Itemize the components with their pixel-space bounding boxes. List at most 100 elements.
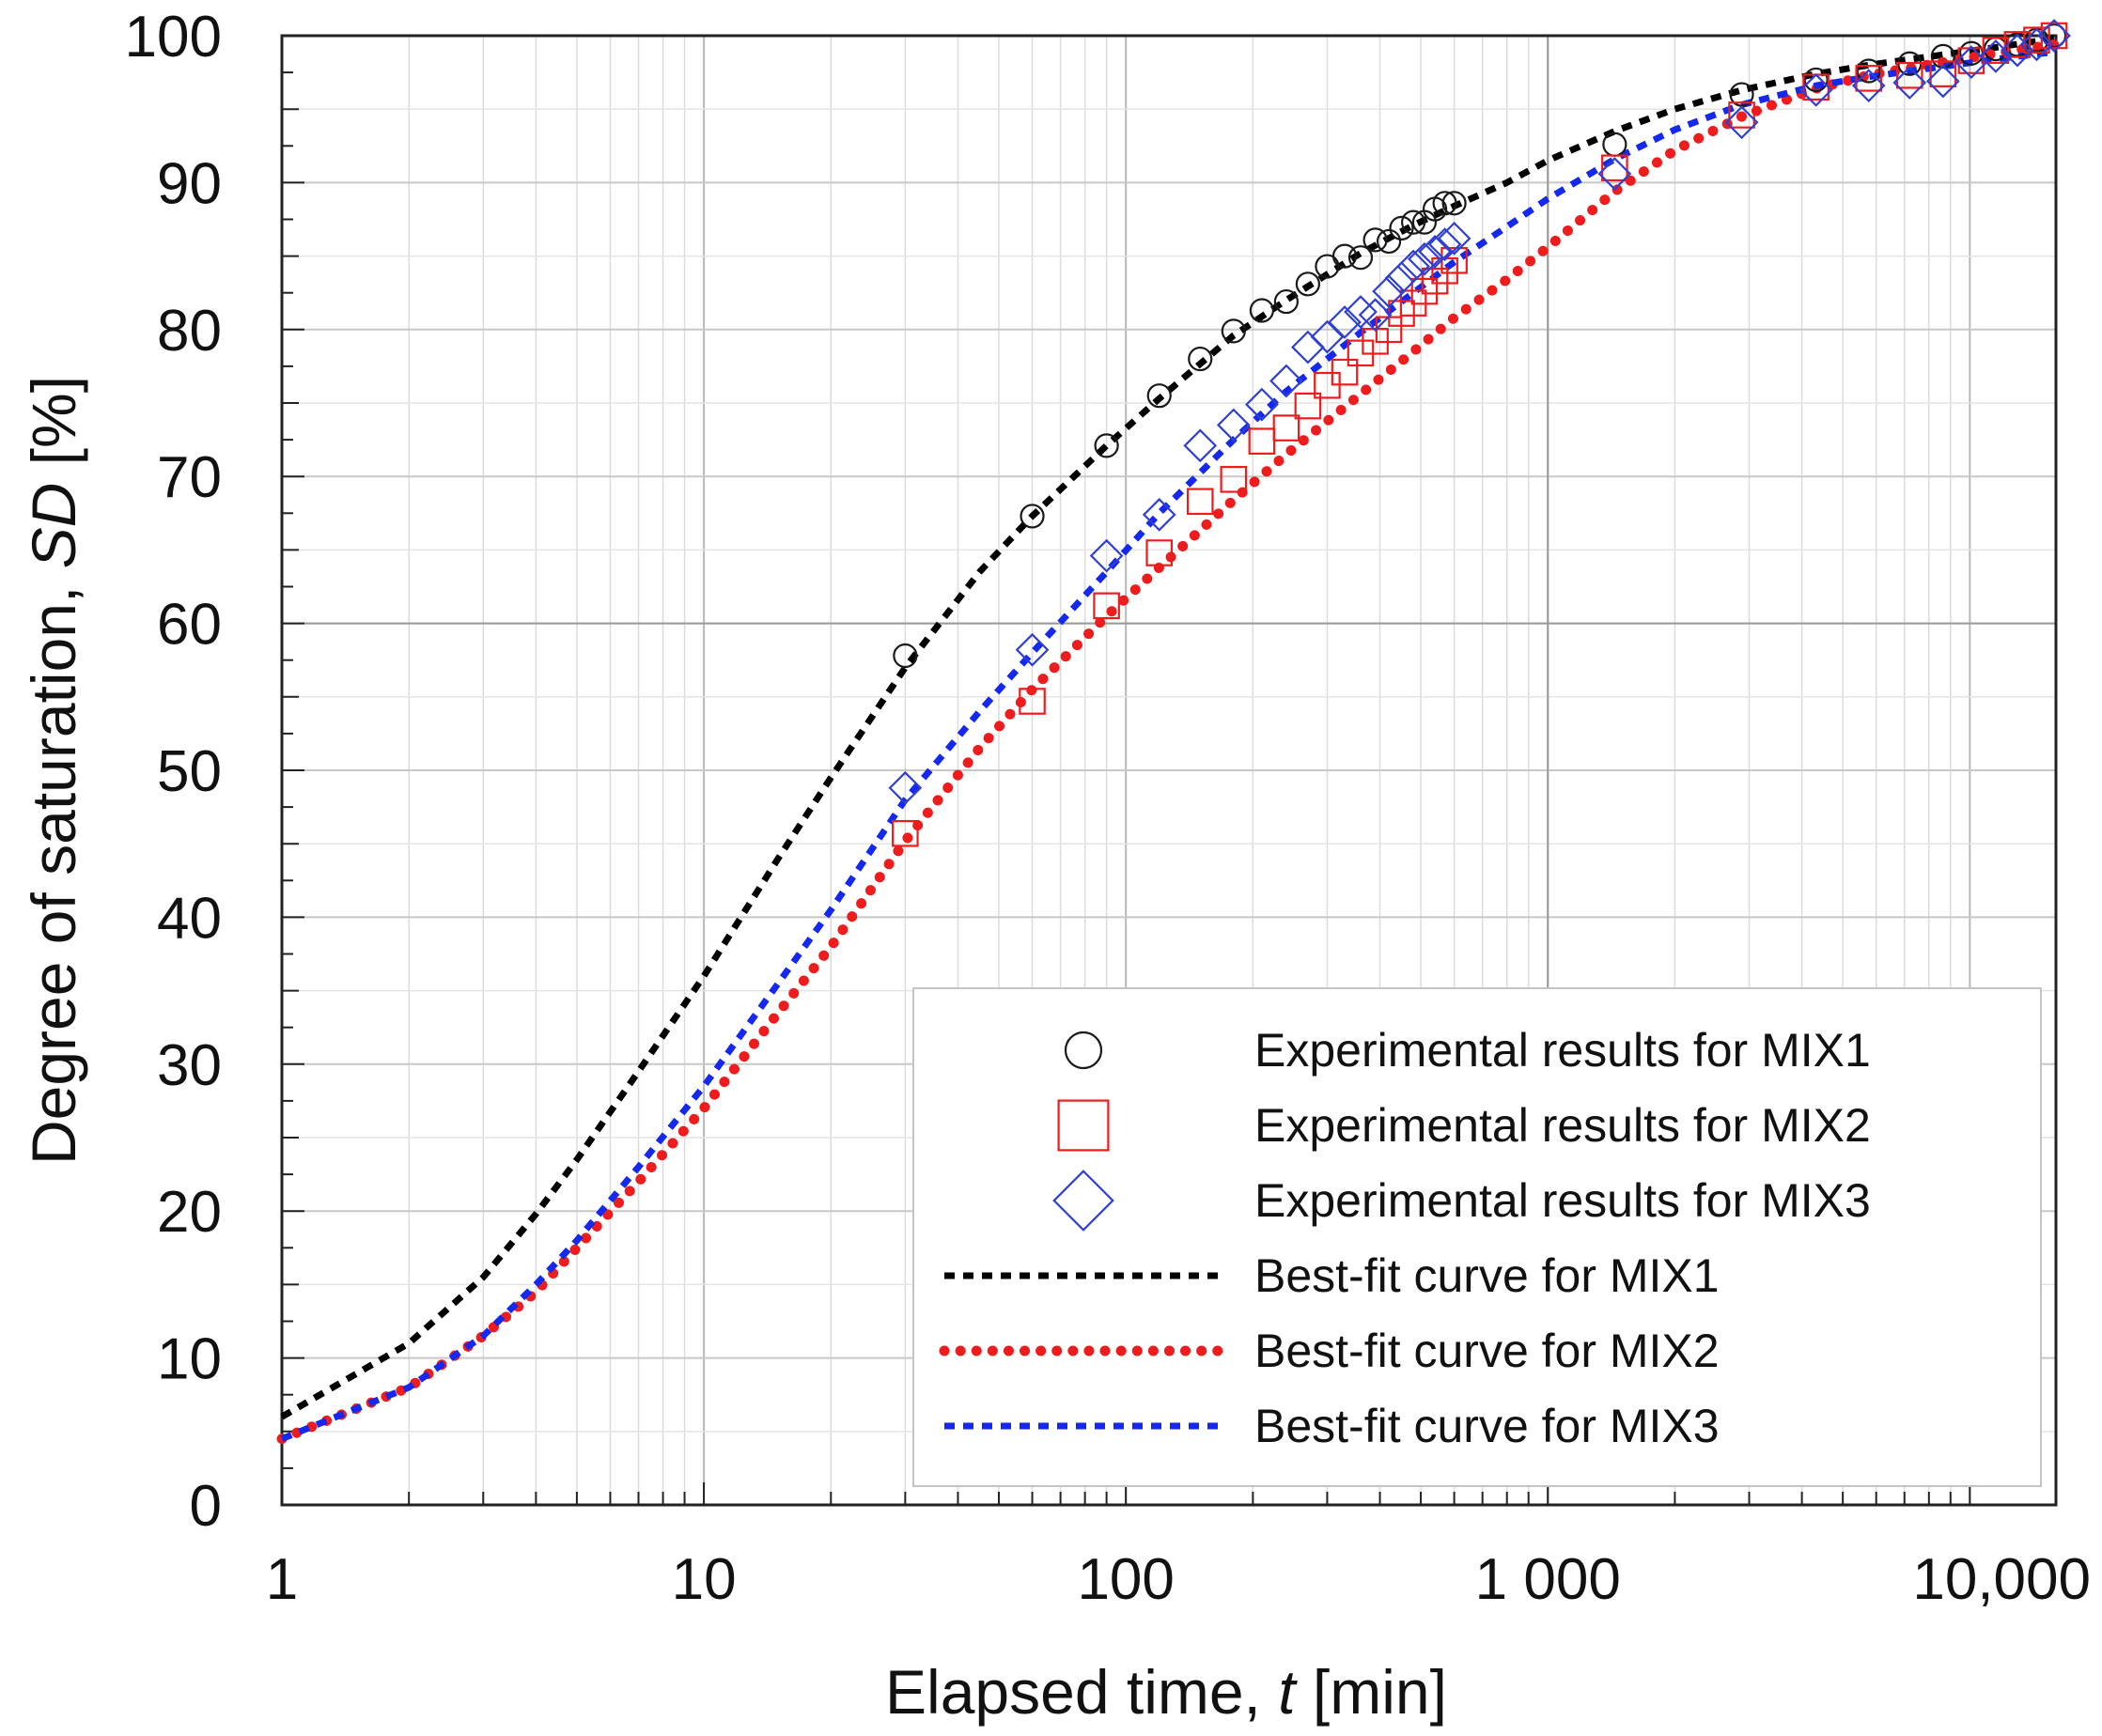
- mix3-data-point: [1724, 105, 1759, 140]
- mix2-data-point: [1421, 267, 1449, 295]
- x-tick-label: 10,000: [1912, 1547, 2091, 1612]
- legend-label-experimental-mix1: Experimental results for MIX1: [1254, 1024, 1871, 1077]
- mix2-data-point: [1855, 65, 1883, 92]
- mix2-data-point: [1145, 539, 1174, 566]
- mix1-data-point: [1094, 433, 1119, 458]
- mix1-data-point: [1146, 383, 1172, 409]
- legend: Experimental results for MIX1 Experimenta…: [912, 987, 2042, 1487]
- mix3-data-point: [1427, 227, 1462, 261]
- y-tick-label: 80: [157, 299, 222, 364]
- mix3-data-point: [1244, 387, 1279, 422]
- mix3-data-point: [1216, 408, 1251, 442]
- mix2-data-point: [892, 819, 919, 847]
- mix2-data-point: [1019, 688, 1046, 715]
- mix1-data-point: [1295, 271, 1320, 297]
- mix1-data-point: [1389, 215, 1414, 240]
- mix3-data-point: [2019, 27, 2054, 62]
- y-axis-title: Degree of saturation, SD [%]: [19, 376, 88, 1165]
- mix1-data-point: [1188, 346, 1213, 372]
- y-tick-label: 60: [157, 593, 222, 658]
- y-axis-title-suffix: [%]: [19, 376, 88, 483]
- y-tick-label: 50: [157, 739, 222, 804]
- y-tick-label: 10: [157, 1327, 222, 1392]
- plot-border: [280, 34, 2058, 1507]
- y-tick-label: 0: [190, 1474, 222, 1539]
- mix3-data-point: [1183, 428, 1218, 463]
- mix2-data-point: [1929, 60, 1957, 87]
- mix2-data-point: [1093, 592, 1120, 620]
- mix1-data-point: [1376, 228, 1402, 255]
- mix2-data-point: [1982, 37, 2010, 64]
- mix3-data-point: [1344, 295, 1378, 329]
- mix3-data-point: [2001, 33, 2034, 68]
- y-tick-label: 20: [157, 1180, 222, 1245]
- x-axis-title-symbol: t: [1278, 1657, 1298, 1727]
- legend-marker-mix2: [1057, 1099, 1110, 1152]
- mix1-data-point: [1020, 504, 1045, 529]
- mix1-data-point: [1362, 227, 1388, 253]
- mix3-data-point: [1418, 235, 1452, 269]
- mix3-data-point: [1384, 261, 1419, 295]
- mix1-data-point: [2004, 32, 2031, 57]
- y-tick-label: 90: [157, 151, 222, 216]
- mix3-data-point: [888, 770, 923, 805]
- mix3-data-point: [1372, 274, 1406, 309]
- mix3-data-point: [1437, 221, 1471, 256]
- mix3-data-point: [1269, 364, 1303, 398]
- plot-frame: [280, 34, 2058, 1507]
- legend-label-experimental-mix2: Experimental results for MIX2: [1254, 1099, 1871, 1152]
- mix3-data-point: [1310, 319, 1345, 354]
- y-tick-label: 70: [157, 445, 222, 510]
- mix3-data-point: [1358, 298, 1393, 333]
- legend-marker-mix1: [1064, 1031, 1103, 1070]
- mix3-data-point: [1798, 72, 1833, 107]
- mix1-data-point: [1856, 58, 1881, 84]
- mix1-data-point: [1432, 191, 1457, 216]
- mix3-data-point: [1851, 69, 1886, 103]
- x-axis-title-prefix: Elapsed time,: [885, 1657, 1278, 1727]
- y-tick-label: 40: [157, 886, 222, 951]
- x-tick-label: 10: [672, 1547, 737, 1612]
- legend-label-experimental-mix3: Experimental results for MIX3: [1254, 1174, 1871, 1227]
- mix1-data-point: [1331, 243, 1358, 269]
- y-tick-label: 30: [157, 1033, 222, 1098]
- y-axis-title-symbol: SD: [19, 483, 88, 569]
- x-tick-label: 1: [266, 1547, 298, 1612]
- x-axis-title-suffix: [min]: [1296, 1657, 1447, 1727]
- mix2-data-point: [2003, 31, 2032, 58]
- legend-marker-mix3: [1052, 1170, 1114, 1232]
- mix2-data-point: [1895, 61, 1923, 89]
- mix3-data-point: [1892, 66, 1927, 100]
- legend-label-best-fit-mix1: Best-fit curve for MIX1: [1254, 1249, 1720, 1302]
- mix1-data-point: [893, 643, 918, 669]
- best-fit-curve-mix1: [280, 35, 2055, 1420]
- mix2-data-point: [1220, 466, 1248, 493]
- mix3-data-point: [1597, 157, 1632, 191]
- mix3-data-point: [1015, 632, 1050, 667]
- mix1-data-point: [1401, 209, 1426, 235]
- mix2-data-point: [1728, 101, 1755, 129]
- legend-box: [912, 987, 2042, 1487]
- mix3-data-point: [1328, 305, 1362, 339]
- mix2-data-point: [1272, 414, 1300, 442]
- experimental-points: [888, 19, 2071, 847]
- mix3-data-point: [1979, 39, 2013, 73]
- mix2-data-point: [1410, 277, 1439, 305]
- mix2-data-point: [1186, 488, 1214, 516]
- mix1-data-point: [1249, 298, 1274, 323]
- mix3-data-point: [1089, 538, 1124, 573]
- best-fit-curve-mix2: [276, 39, 2060, 1445]
- mix1-data-point: [1221, 318, 1246, 344]
- legend-label-best-fit-mix2: Best-fit curve for MIX2: [1254, 1325, 1720, 1377]
- mix3-data-point: [1408, 241, 1441, 276]
- mix2-data-point: [2023, 26, 2050, 54]
- mix3-data-point: [1142, 497, 1176, 532]
- mix2-data-point: [1601, 154, 1628, 182]
- x-tick-label: 100: [1077, 1547, 1174, 1612]
- mix1-data-point: [1803, 67, 1829, 93]
- y-axis-title-prefix: Degree of saturation,: [19, 568, 88, 1165]
- mix2-data-point: [1294, 392, 1322, 420]
- mix2-data-point: [1331, 358, 1359, 386]
- mix3-data-point: [1396, 249, 1430, 284]
